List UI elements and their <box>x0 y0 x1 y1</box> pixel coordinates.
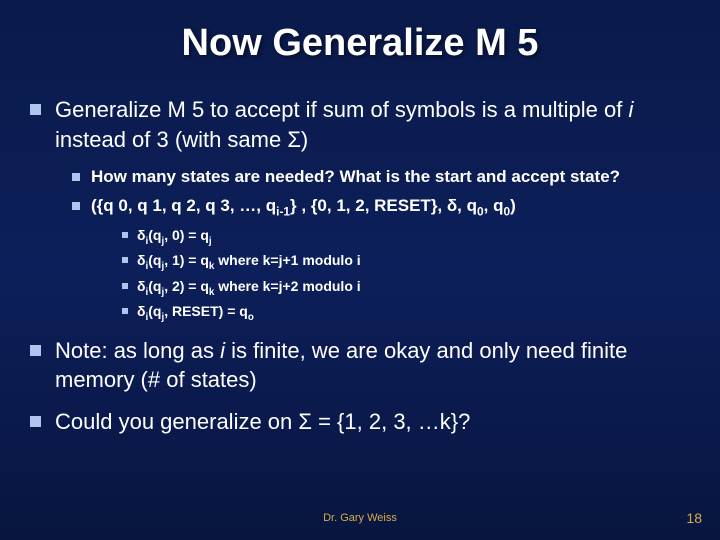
bullet-level2: ({q 0, q 1, q 2, q 3, …, qi-1} , {0, 1, … <box>72 195 700 219</box>
square-bullet-icon <box>30 416 41 427</box>
square-bullet-icon <box>122 308 128 314</box>
bullet-text: δi(qj, 2) = qk where k=j+2 modulo i <box>137 277 361 300</box>
bullet-level1: Could you generalize on Σ = {1, 2, 3, …k… <box>30 407 700 437</box>
square-bullet-icon <box>122 283 128 289</box>
square-bullet-icon <box>30 345 41 356</box>
bullet-text: Generalize M 5 to accept if sum of symbo… <box>55 95 700 154</box>
bullet-level3: δi(qj, 2) = qk where k=j+2 modulo i <box>122 277 700 300</box>
bullet-text: How many states are needed? What is the … <box>91 166 620 189</box>
square-bullet-icon <box>30 104 41 115</box>
bullet-level3: δi(qj, 0) = qj <box>122 226 700 249</box>
page-number: 18 <box>686 510 702 526</box>
square-bullet-icon <box>72 173 80 181</box>
bullet-level1: Generalize M 5 to accept if sum of symbo… <box>30 95 700 154</box>
square-bullet-icon <box>122 232 128 238</box>
bullet-text: Note: as long as i is finite, we are oka… <box>55 336 700 395</box>
square-bullet-icon <box>122 257 128 263</box>
bullet-level3: δi(qj, 1) = qk where k=j+1 modulo i <box>122 251 700 274</box>
bullet-text: δi(qj, 0) = qj <box>137 226 212 249</box>
bullet-text: Could you generalize on Σ = {1, 2, 3, …k… <box>55 407 470 437</box>
footer-author: Dr. Gary Weiss <box>0 512 720 524</box>
bullet-text: ({q 0, q 1, q 2, q 3, …, qi-1} , {0, 1, … <box>91 195 516 219</box>
bullet-text: δi(qj, 1) = qk where k=j+1 modulo i <box>137 251 361 274</box>
bullet-level3: δi(qj, RESET) = qo <box>122 302 700 325</box>
bullet-level1: Note: as long as i is finite, we are oka… <box>30 336 700 395</box>
bullet-text: δi(qj, RESET) = qo <box>137 302 254 325</box>
slide-title: Now Generalize M 5 <box>0 0 720 95</box>
square-bullet-icon <box>72 202 80 210</box>
bullet-level2: How many states are needed? What is the … <box>72 166 700 189</box>
slide-content: Generalize M 5 to accept if sum of symbo… <box>0 95 720 437</box>
